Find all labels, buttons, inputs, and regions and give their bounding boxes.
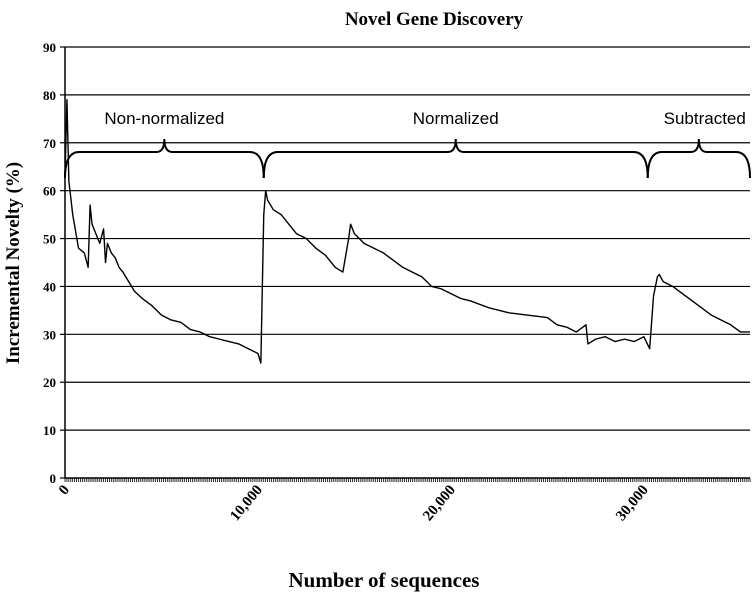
- region-brace-1: [262, 138, 649, 179]
- y-tick-label-3: 30: [43, 327, 56, 342]
- y-axis-title: Incremental Novelty (%): [3, 162, 24, 364]
- series-line-0: [64, 98, 750, 364]
- series: [64, 98, 750, 364]
- chart-title: Novel Gene Discovery: [345, 9, 524, 30]
- y-tick-label-1: 10: [43, 423, 56, 438]
- y-tick-label-0: 0: [50, 471, 57, 486]
- y-tick-label-9: 90: [43, 40, 56, 55]
- y-tick-labels: 0 10 20 30 40 50 60 70 80 90: [43, 40, 56, 486]
- y-tick-label-6: 60: [43, 184, 56, 199]
- x-tick-label-0: 0: [56, 482, 73, 498]
- y-tick-label-8: 80: [43, 88, 56, 103]
- y-tick-label-2: 20: [43, 375, 56, 390]
- y-tick-label-7: 70: [43, 136, 56, 151]
- x-tick-label-1: 10,000: [227, 482, 266, 524]
- x-axis-title: Number of sequences: [289, 568, 480, 592]
- region-brace-2: [646, 138, 751, 179]
- region-label-1: Normalized: [413, 109, 499, 128]
- region-label-0: Non-normalized: [104, 109, 224, 128]
- y-tick-label-4: 40: [43, 279, 56, 294]
- y-tick-label-5: 50: [43, 232, 56, 247]
- region-brace-0: [64, 138, 265, 179]
- grid: [65, 46, 750, 431]
- region-brackets: Non-normalized Normalized Subtracted: [64, 109, 751, 179]
- x-tick-label-3: 30,000: [613, 482, 652, 524]
- x-tick-labels: 0 10,000 20,000 30,000: [56, 482, 652, 524]
- region-label-2: Subtracted: [664, 109, 746, 128]
- x-tick-label-2: 20,000: [420, 482, 459, 524]
- x-minor-ticks: [64, 478, 751, 482]
- axes: [60, 46, 751, 482]
